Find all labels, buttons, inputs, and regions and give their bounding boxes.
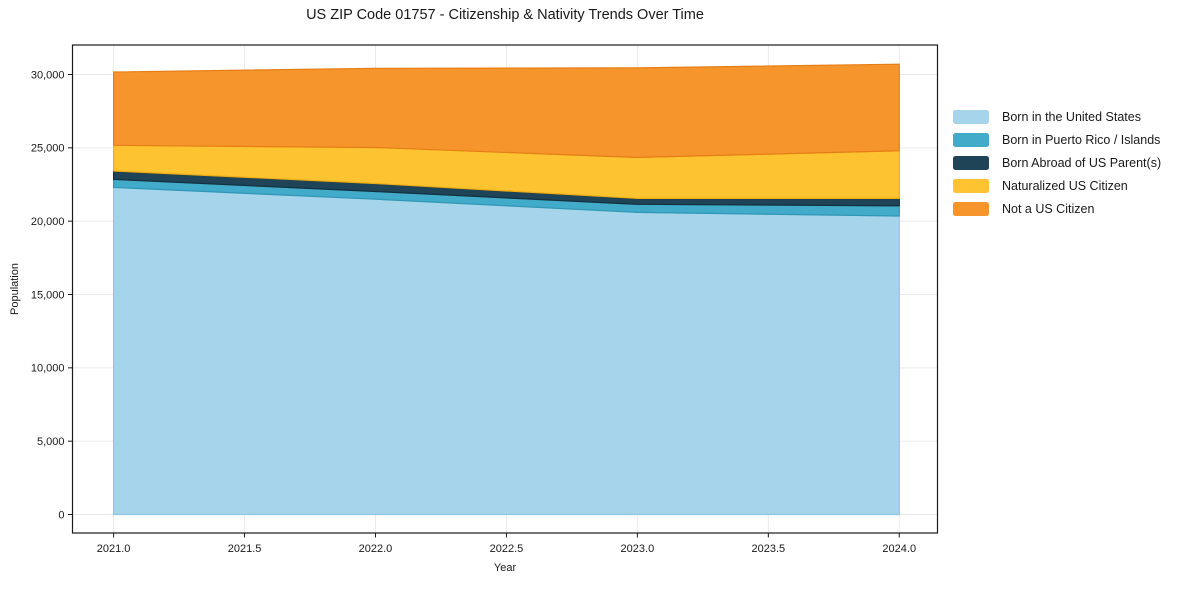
legend: Born in the United States Born in Puerto … [953,110,1161,225]
legend-swatch-icon [953,156,989,170]
y-tick-label: 20,000 [31,216,65,228]
x-tick-label: 2021.5 [228,543,262,555]
x-tick-label: 2022.0 [359,543,393,555]
x-tick-label: 2023.5 [751,543,785,555]
x-tick-label: 2024.0 [882,543,916,555]
legend-swatch-icon [953,133,989,147]
chart-title: US ZIP Code 01757 - Citizenship & Nativi… [306,7,704,23]
x-tick-label: 2022.5 [490,543,524,555]
y-tick-label: 0 [58,509,64,521]
y-tick-label: 5,000 [37,436,65,448]
area-not-a-us-citizen [113,63,900,158]
y-tick-label: 10,000 [31,363,65,375]
legend-swatch-icon [953,179,989,193]
legend-item: Not a US Citizen [953,202,1161,216]
legend-swatch-icon [953,202,989,216]
y-tick-label: 30,000 [31,69,65,81]
legend-label: Naturalized US Citizen [1002,178,1128,193]
area-born-in-the-united-states [113,186,900,516]
y-tick-label: 15,000 [31,289,65,301]
legend-label: Born in the United States [1002,109,1141,124]
legend-label: Not a US Citizen [1002,201,1095,216]
legend-item: Born Abroad of US Parent(s) [953,156,1161,170]
legend-item: Naturalized US Citizen [953,179,1161,193]
x-tick-label: 2021.0 [97,543,131,555]
legend-label: Born in Puerto Rico / Islands [1002,132,1161,147]
y-tick-label: 25,000 [31,143,65,155]
legend-swatch-icon [953,110,989,124]
x-tick-label: 2023.0 [621,543,655,555]
legend-item: Born in the United States [953,110,1161,124]
legend-label: Born Abroad of US Parent(s) [1002,155,1162,170]
plot-border [71,44,939,534]
legend-item: Born in Puerto Rico / Islands [953,133,1161,147]
x-axis-label: Year [493,562,517,574]
y-axis-label: Population [9,263,21,315]
